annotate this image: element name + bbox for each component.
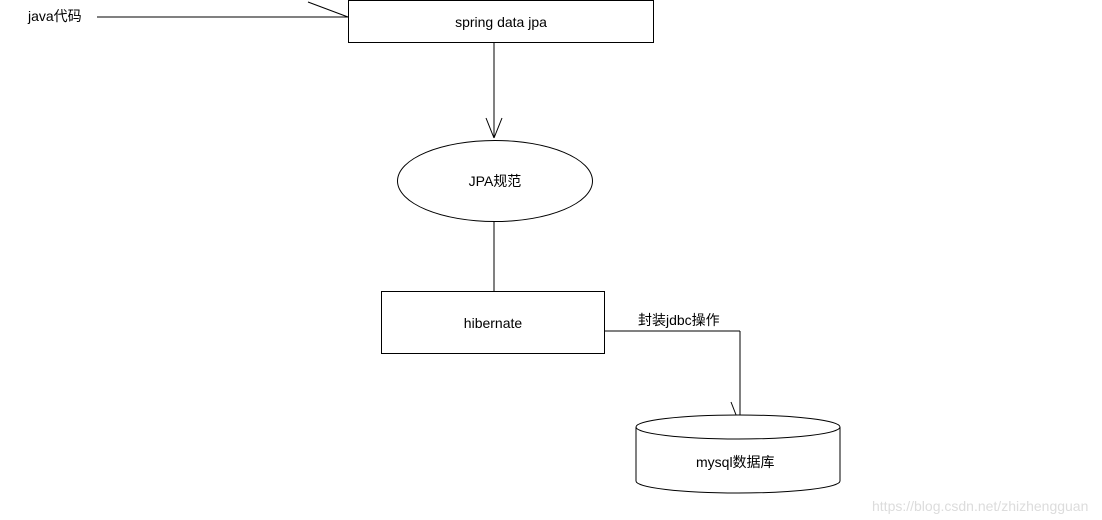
watermark-text: https://blog.csdn.net/zhizhengguan [872,498,1088,514]
jdbc-wrap-label: 封装jdbc操作 [638,310,720,330]
diagram-canvas: java代码 spring data jpa JPA规范 hibernate 封… [0,0,1102,520]
edge-spring-to-jpa [486,43,502,138]
edge-hibernate-to-mysql [605,331,740,425]
connectors [0,0,1102,520]
edge-java-to-spring [97,2,348,17]
hibernate-box: hibernate [381,291,605,354]
jpa-spec-label: JPA规范 [469,171,522,191]
spring-data-jpa-label: spring data jpa [455,14,547,30]
jpa-spec-ellipse: JPA规范 [397,140,593,222]
mysql-db-label: mysql数据库 [696,452,775,472]
hibernate-label: hibernate [464,315,522,331]
java-code-label: java代码 [28,6,82,26]
spring-data-jpa-box: spring data jpa [348,0,654,43]
